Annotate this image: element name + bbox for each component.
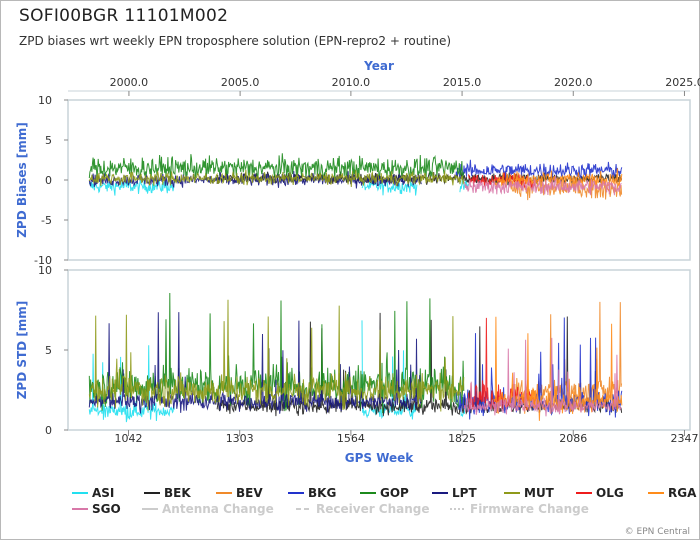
series-line-mut-std <box>88 299 465 412</box>
series-line-sgo-std <box>463 337 622 417</box>
year-tick-label: 2005.0 <box>221 76 260 89</box>
series-line-bev-std <box>510 301 623 411</box>
ytick-label: 5 <box>45 134 52 147</box>
series-line-bkg-bias <box>455 159 623 181</box>
ylabel-std: ZPD STD [mm] <box>15 301 29 400</box>
legend-label-bev[interactable]: BEV <box>236 486 263 500</box>
credit-text: © EPN Central <box>625 527 690 537</box>
ytick-label: -10 <box>34 254 52 267</box>
gps-week-axis-title: GPS Week <box>345 451 415 465</box>
year-tick-label: 2015.0 <box>443 76 482 89</box>
series-line-gop-bias <box>88 153 465 183</box>
series-line-lpt-std <box>88 312 423 414</box>
legend-label-rga[interactable]: RGA <box>668 486 697 500</box>
legend-label-gop[interactable]: GOP <box>380 486 409 500</box>
labels-layer: 10 5 0 -5 -10 ZPD Biases [mm] 10 5 0 ZPD STD [mm]… <box>15 59 700 537</box>
week-tick-label: 1303 <box>226 432 254 445</box>
year-tick-label: 2000.0 <box>110 76 149 89</box>
legend-label-mut[interactable]: MUT <box>524 486 555 500</box>
series-layer <box>88 153 623 423</box>
legend-label-receiver-change[interactable]: Receiver Change <box>316 502 430 516</box>
series-line-mut-bias <box>88 169 465 188</box>
ytick-label: 0 <box>45 424 52 437</box>
week-tick-label: 2347 <box>670 432 698 445</box>
axes-layer <box>64 90 691 436</box>
legend-label-olg[interactable]: OLG <box>596 486 624 500</box>
legend-label-bek[interactable]: BEK <box>164 486 191 500</box>
ytick-label: 0 <box>45 174 52 187</box>
ytick-label: 5 <box>45 344 52 357</box>
series-line-gop-std <box>88 292 465 414</box>
week-tick-label: 1564 <box>337 432 365 445</box>
legend-label-bkg[interactable]: BKG <box>308 486 336 500</box>
chart-title: SOFI00BGR 11101M002 <box>19 6 229 26</box>
legend-label-antenna-change[interactable]: Antenna Change <box>162 502 274 516</box>
series-line-rga-bias <box>493 168 623 191</box>
week-tick-label: 1042 <box>114 432 142 445</box>
legend-label-asi[interactable]: ASI <box>92 486 114 500</box>
year-tick-label: 2025.0 <box>665 76 700 89</box>
legend-label-sgo[interactable]: SGO <box>92 502 121 516</box>
legend: ASI BEK BEV BKG GOP LPT MUT OLG RGA SGO Antenna Ch… <box>72 486 697 516</box>
ylabel-bias: ZPD Biases [mm] <box>15 122 29 238</box>
year-axis-title: Year <box>363 59 394 73</box>
year-tick-label: 2020.0 <box>554 76 593 89</box>
week-tick-label: 1825 <box>448 432 476 445</box>
legend-label-lpt[interactable]: LPT <box>452 486 477 500</box>
legend-label-firmware-change[interactable]: Firmware Change <box>470 502 589 516</box>
ytick-label: 10 <box>38 94 52 107</box>
chart-subtitle: ZPD biases wrt weekly EPN troposphere so… <box>19 34 452 48</box>
ytick-label: -5 <box>41 214 52 227</box>
series-line-bkg-std <box>455 317 623 420</box>
series-line-sgo-bias <box>463 175 622 196</box>
week-tick-label: 2086 <box>559 432 587 445</box>
year-tick-label: 2010.0 <box>332 76 371 89</box>
ytick-label: 10 <box>38 264 52 277</box>
